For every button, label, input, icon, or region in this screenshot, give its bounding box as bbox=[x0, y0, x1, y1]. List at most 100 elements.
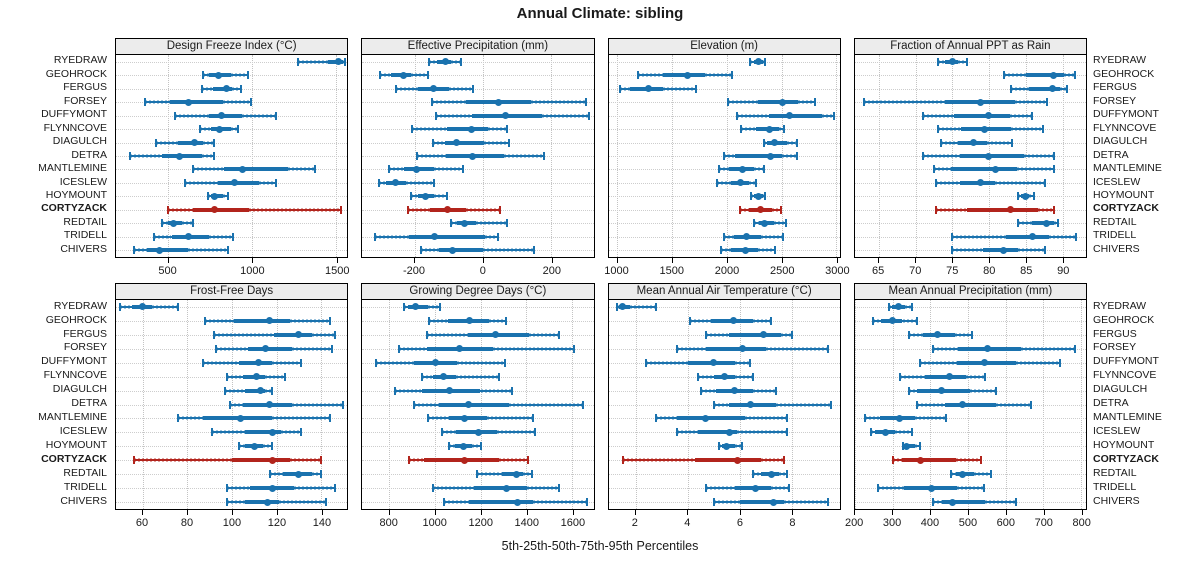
site-label-fergus: FERGUS bbox=[1093, 327, 1137, 340]
whisker-cap bbox=[435, 111, 438, 120]
gridline-row bbox=[362, 196, 594, 198]
site-label-tridell: TRIDELL bbox=[1093, 229, 1137, 242]
whisker-line bbox=[617, 305, 657, 308]
whisker-cap bbox=[284, 372, 287, 381]
panel-plot-elevation-m bbox=[607, 55, 841, 258]
median-dot bbox=[770, 498, 778, 506]
axis-tick-label: 100 bbox=[222, 517, 242, 529]
axis-effective-precipitation-mm: -200 0 200 bbox=[361, 258, 594, 284]
whisker-line bbox=[933, 501, 1016, 504]
median-dot bbox=[759, 331, 767, 339]
median-dot bbox=[1028, 233, 1036, 241]
whisker-cap bbox=[722, 232, 725, 241]
median-dot bbox=[1022, 192, 1030, 200]
gridline-row bbox=[116, 61, 348, 63]
whisker-line bbox=[754, 222, 786, 225]
whisker-cap bbox=[447, 442, 450, 451]
median-dot bbox=[231, 179, 239, 187]
median-dot bbox=[429, 85, 437, 93]
site-label-tridell: TRIDELL bbox=[63, 480, 107, 493]
axis-tick bbox=[726, 258, 728, 263]
median-dot bbox=[169, 219, 177, 227]
whisker-cap bbox=[426, 330, 429, 339]
whisker-line bbox=[216, 347, 333, 350]
whisker-line bbox=[932, 347, 1076, 350]
whisker-cap bbox=[932, 498, 935, 507]
site-label-forsey: FORSEY bbox=[63, 341, 107, 354]
median-dot bbox=[335, 58, 343, 66]
whisker-cap bbox=[939, 138, 942, 147]
axis-tick bbox=[892, 510, 894, 515]
whisker-cap bbox=[433, 178, 436, 187]
whisker-cap bbox=[154, 138, 157, 147]
whisker-cap bbox=[779, 205, 782, 214]
site-label-cortyzack: CORTYZACK bbox=[1093, 452, 1159, 465]
whisker-cap bbox=[1052, 165, 1055, 174]
axis-tick-label: 500 bbox=[958, 517, 978, 529]
whisker-line bbox=[153, 235, 233, 238]
whisker-cap bbox=[785, 414, 788, 423]
whisker-line bbox=[700, 389, 777, 392]
axis-tick bbox=[915, 258, 917, 263]
whisker-cap bbox=[984, 372, 987, 381]
median-dot bbox=[948, 58, 956, 66]
site-label-chivers: CHIVERS bbox=[60, 494, 107, 507]
whisker-cap bbox=[426, 414, 429, 423]
percentile-legend-caption: 5th-25th-50th-75th-95th Percentiles bbox=[501, 539, 699, 553]
median-dot bbox=[1042, 219, 1050, 227]
whisker-cap bbox=[1057, 219, 1060, 228]
panel-header-frost-free-days: Frost-Free Days bbox=[115, 283, 349, 300]
whisker-cap bbox=[1043, 246, 1046, 255]
whisker-cap bbox=[300, 358, 303, 367]
axis-tick-label: 90 bbox=[1057, 265, 1070, 277]
whisker-cap bbox=[271, 386, 274, 395]
chart-title: Annual Climate: sibling bbox=[516, 5, 684, 22]
whisker-cap bbox=[784, 219, 787, 228]
whisker-cap bbox=[748, 57, 751, 66]
gridline-row bbox=[608, 142, 840, 144]
site-label-fergus: FERGUS bbox=[63, 81, 107, 94]
median-dot bbox=[444, 206, 452, 214]
axis-tick bbox=[854, 510, 856, 515]
whisker-cap bbox=[480, 442, 483, 451]
panel-mean-annual-air-temperature-c: Mean Annual Air Temperature (°C) 2 4 6 8 bbox=[607, 283, 841, 536]
whisker-cap bbox=[505, 219, 508, 228]
whisker-cap bbox=[785, 428, 788, 437]
median-dot bbox=[448, 246, 456, 254]
median-dot bbox=[755, 192, 763, 200]
site-label-forsey: FORSEY bbox=[1093, 341, 1137, 354]
whisker-cap bbox=[247, 71, 250, 80]
axis-tick-label: 800 bbox=[379, 517, 398, 529]
whisker-cap bbox=[892, 456, 895, 465]
gridline-row bbox=[116, 223, 348, 225]
whisker-cap bbox=[699, 386, 702, 395]
whisker-line bbox=[162, 222, 194, 225]
whisker-line bbox=[477, 473, 532, 476]
whisker-cap bbox=[199, 125, 202, 134]
whisker-cap bbox=[785, 470, 788, 479]
median-dot bbox=[785, 112, 793, 120]
whisker-cap bbox=[863, 414, 866, 423]
median-dot bbox=[495, 98, 503, 106]
panel-plot-mean-annual-air-temperature-c bbox=[607, 300, 841, 510]
axis-tick bbox=[141, 510, 143, 515]
whisker-cap bbox=[324, 498, 327, 507]
axis-tick bbox=[1026, 258, 1028, 263]
site-label-flynncove: FLYNNCOVE bbox=[43, 369, 107, 382]
whisker-line bbox=[951, 235, 1076, 238]
whisker-cap bbox=[735, 111, 738, 120]
median-dot bbox=[501, 112, 509, 120]
axis-tick bbox=[952, 258, 954, 263]
whisker-cap bbox=[132, 456, 135, 465]
site-labels-bottom-left: RYEDRAW GEOHROCK FERGUS FORSEY DUFFYMONT FLYN… bbox=[0, 299, 110, 508]
median-dot bbox=[889, 317, 897, 325]
median-dot bbox=[958, 470, 966, 478]
whisker-line bbox=[713, 403, 831, 406]
gridline-row bbox=[608, 102, 840, 104]
panels-bottom-row: Frost-Free Days 60 80 100 120 140 Growing Degr… bbox=[115, 283, 1091, 536]
panel-plot-mean-annual-precipitation-mm bbox=[853, 300, 1087, 510]
whisker-cap bbox=[750, 192, 753, 201]
whisker-cap bbox=[439, 302, 442, 311]
axis-tick-label: 500 bbox=[158, 265, 177, 277]
median-dot bbox=[184, 233, 192, 241]
